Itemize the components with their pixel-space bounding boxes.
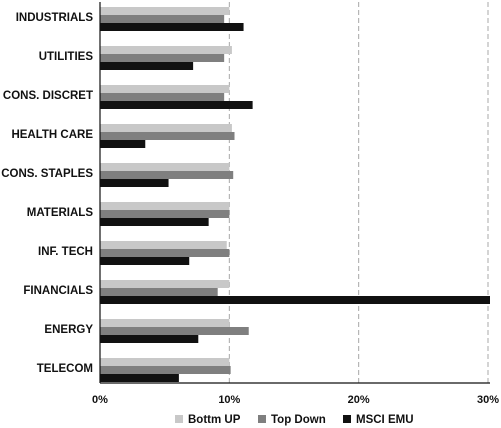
x-tick-label: 0%	[92, 394, 108, 406]
category-label: ENERGY	[44, 324, 93, 336]
category-label: INF. TECH	[38, 246, 93, 258]
grid-lines	[228, 2, 489, 383]
legend-swatch	[343, 415, 351, 423]
category-label: MATERIALS	[27, 207, 94, 219]
legend-label: Bottm UP	[188, 414, 241, 426]
bar-utilities-bottm-up	[100, 46, 232, 54]
bar-cons-discret-msci-emu	[100, 101, 253, 109]
category-label: INDUSTRIALS	[16, 12, 94, 24]
legend-swatch	[175, 415, 183, 423]
x-tick-label: 30%	[477, 394, 499, 406]
bar-industrials-msci-emu	[100, 23, 244, 31]
x-tick-labels: 0% 10% 20% 30%	[92, 394, 499, 406]
legend-label: MSCI EMU	[356, 414, 414, 426]
category-label: HEALTH CARE	[11, 129, 93, 141]
bar-cons-staples-bottm-up	[100, 163, 230, 171]
bar-financials-msci-emu	[100, 296, 490, 304]
x-tick-label: 20%	[348, 394, 370, 406]
x-tick-label: 10%	[218, 394, 240, 406]
x-axis	[99, 2, 490, 384]
bar-cons-discret-bottm-up	[100, 85, 230, 93]
bar-health-care-bottm-up	[100, 124, 232, 132]
bar-energy-bottm-up	[100, 319, 230, 327]
bar-telecom-bottm-up	[100, 358, 230, 366]
bar-financials-bottm-up	[100, 280, 230, 288]
bar-telecom-top-down	[100, 366, 231, 374]
bar-energy-msci-emu	[100, 335, 199, 343]
bar-financials-top-down	[100, 288, 218, 296]
bar-industrials-bottm-up	[100, 7, 230, 15]
category-label: TELECOM	[37, 363, 93, 375]
bar-inf-tech-top-down	[100, 249, 230, 257]
bar-utilities-top-down	[100, 54, 225, 62]
bar-inf-tech-msci-emu	[100, 257, 190, 265]
category-label: FINANCIALS	[23, 285, 93, 297]
bar-telecom-msci-emu	[100, 374, 179, 382]
bar-energy-top-down	[100, 327, 249, 335]
bar-materials-msci-emu	[100, 218, 209, 226]
bars	[100, 7, 490, 382]
bar-health-care-top-down	[100, 132, 235, 140]
legend: Bottm UP Top Down MSCI EMU	[175, 414, 414, 426]
bar-cons-discret-top-down	[100, 93, 225, 101]
legend-swatch	[258, 415, 266, 423]
category-label: CONS. STAPLES	[1, 168, 93, 180]
bar-materials-top-down	[100, 210, 230, 218]
category-labels: INDUSTRIALS UTILITIES CONS. DISCRET HEALTH …	[1, 12, 93, 375]
bar-health-care-msci-emu	[100, 140, 146, 148]
bar-cons-staples-top-down	[100, 171, 234, 179]
category-label: UTILITIES	[39, 51, 94, 63]
bar-inf-tech-bottm-up	[100, 241, 227, 249]
bar-utilities-msci-emu	[100, 62, 194, 70]
bar-materials-bottm-up	[100, 202, 230, 210]
bar-cons-staples-msci-emu	[100, 179, 169, 187]
bar-industrials-top-down	[100, 15, 225, 23]
legend-label: Top Down	[271, 414, 326, 426]
category-label: CONS. DISCRET	[3, 90, 93, 102]
